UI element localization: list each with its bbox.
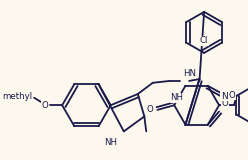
Text: Cl: Cl xyxy=(200,36,208,45)
Text: O: O xyxy=(222,99,229,108)
Text: NH: NH xyxy=(104,138,117,147)
Text: O: O xyxy=(228,91,235,100)
Text: HN: HN xyxy=(183,69,196,78)
Text: O: O xyxy=(41,101,48,110)
Text: methyl: methyl xyxy=(2,92,32,101)
Text: N: N xyxy=(221,92,228,100)
Text: O: O xyxy=(147,105,154,114)
Text: NH: NH xyxy=(171,93,184,102)
